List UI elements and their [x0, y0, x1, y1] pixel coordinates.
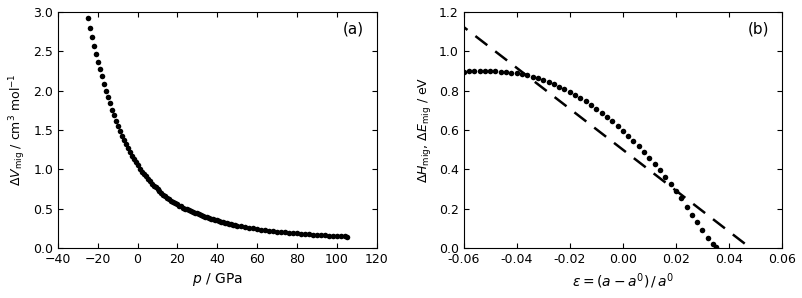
Y-axis label: $\Delta H_\mathrm{mig}$, $\Delta E_\mathrm{mig}$ / eV: $\Delta H_\mathrm{mig}$, $\Delta E_\math… — [415, 77, 432, 183]
Text: (b): (b) — [747, 21, 768, 36]
Y-axis label: $\Delta V_\mathrm{mig}$ / cm$^{3}$ mol$^{-1}$: $\Delta V_\mathrm{mig}$ / cm$^{3}$ mol$^… — [7, 74, 27, 186]
Text: (a): (a) — [342, 21, 363, 36]
X-axis label: $p$ / GPa: $p$ / GPa — [192, 271, 242, 288]
X-axis label: $\varepsilon = (a - a^0) \, / \, a^0$: $\varepsilon = (a - a^0) \, / \, a^0$ — [571, 271, 673, 291]
